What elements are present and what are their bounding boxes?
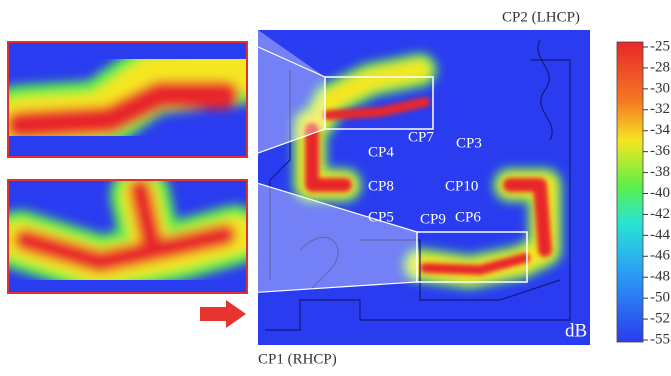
port-label: CP1 (RHCP) (258, 351, 337, 367)
page: CP2 (LHCP) CP1 (RHCP) CP3 CP4 CP5 CP6 CP… (0, 0, 671, 376)
field-plot (258, 30, 590, 345)
colorbar-tick-label: -25 (650, 38, 670, 54)
colorbar-tick-label: -30 (650, 80, 670, 96)
colorbar-tick-label: -52 (650, 311, 670, 327)
colorbar-tick-label: -50 (650, 290, 670, 306)
inset-top (9, 43, 246, 156)
unit-label: dB (565, 320, 587, 341)
colorbar-ticks: -25 -28 -30 -32 -34 -36 -38 -40 -42 -44 -46 -48 -50 -… (643, 38, 670, 347)
colorbar-tick-label: -44 (650, 227, 670, 243)
colorbar (617, 42, 643, 342)
colorbar-tick-label: -42 (650, 206, 670, 222)
colorbar-tick-label: -40 (650, 185, 670, 201)
colorbar-tick-label: -38 (650, 164, 670, 180)
port-label: CP2 (LHCP) (502, 9, 580, 25)
input-arrow (200, 300, 246, 328)
colorbar-tick-label: -28 (650, 59, 670, 75)
colorbar-tick-label: -46 (650, 248, 670, 264)
colorbar-tick-label: -36 (650, 143, 670, 159)
point-label: CP7 (408, 129, 434, 145)
point-label: CP10 (445, 178, 478, 194)
colorbar-tick-label: -48 (650, 269, 670, 285)
point-label: CP4 (368, 144, 394, 160)
colorbar-tick-label: -34 (650, 122, 670, 138)
inset-bottom (9, 181, 246, 292)
colorbar-tick-label: -55 (650, 331, 670, 347)
colorbar-tick-label: -32 (650, 101, 670, 117)
figure: CP2 (LHCP) CP1 (RHCP) CP3 CP4 CP5 CP6 CP… (0, 0, 671, 371)
point-label: CP9 (420, 211, 446, 227)
point-label: CP8 (368, 178, 394, 194)
point-label: CP6 (455, 209, 481, 225)
point-label: CP3 (456, 135, 482, 151)
point-label: CP5 (368, 209, 394, 225)
